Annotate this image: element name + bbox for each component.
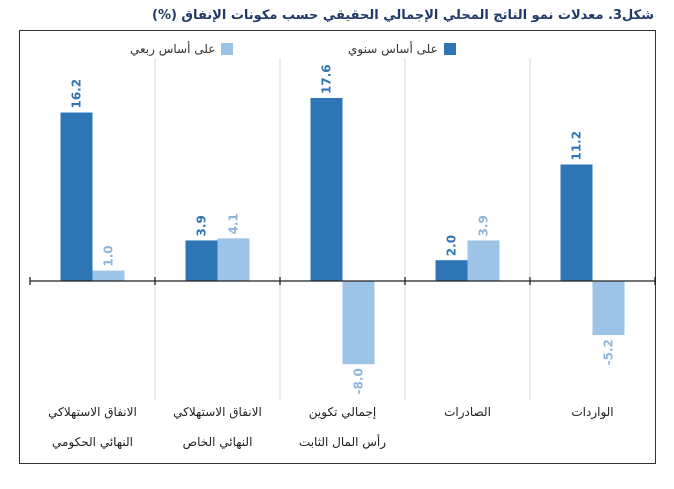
category-label-4-line-0: الانفاق الاستهلاكي	[48, 405, 137, 419]
category-label-0-line-0: الواردات	[571, 405, 613, 420]
value-label-series-1-3: 4.1	[227, 213, 241, 234]
bar-series-0-4	[60, 112, 93, 282]
category-label-1-line-0: الصادرات	[444, 405, 491, 420]
category-label-3-line-1: النهائي الخاص	[183, 435, 253, 450]
value-label-series-0-0: 11.2	[570, 131, 584, 161]
bar-series-0-3	[185, 240, 218, 281]
bar-series-0-2	[310, 97, 343, 282]
value-label-series-1-0: -5.2	[602, 339, 616, 365]
legend-swatch-series-0	[443, 43, 456, 55]
chart-legend: على أساس سنوي على أساس ربعي	[0, 40, 674, 58]
bar-series-1-0	[592, 281, 625, 336]
legend-item-series-1: على أساس ربعي	[130, 40, 234, 58]
category-label-3-line-0: الانفاق الاستهلاكي	[173, 405, 262, 419]
value-label-series-0-4: 16.2	[70, 79, 84, 109]
value-label-series-1-2: -8.0	[352, 368, 366, 394]
value-label-series-1-1: 3.9	[477, 215, 491, 236]
value-label-series-0-2: 17.6	[320, 64, 334, 94]
category-label-2-line-1: رأس المال الثابت	[299, 434, 386, 450]
legend-label-series-1: على أساس ربعي	[130, 42, 216, 56]
bar-series-0-0	[560, 164, 593, 281]
value-label-series-0-3: 3.9	[195, 215, 209, 236]
chart-title: شكل3. معدلات نمو الناتج المحلي الإجمالي …	[152, 8, 654, 23]
legend-swatch-series-1	[221, 43, 234, 55]
bar-series-1-1	[467, 240, 500, 281]
value-label-series-0-1: 2.0	[445, 235, 459, 256]
bar-series-1-4	[92, 270, 125, 281]
category-label-2-line-0: إجمالي تكوين	[309, 405, 376, 420]
bar-series-1-2	[342, 281, 375, 365]
chart-frame	[19, 30, 656, 464]
bar-series-0-1	[435, 260, 468, 281]
legend-item-series-0: على أساس سنوي	[348, 40, 456, 58]
category-label-4-line-1: النهائي الحكومي	[52, 435, 133, 450]
value-label-series-1-4: 1.0	[102, 245, 116, 266]
bar-series-1-3	[217, 238, 250, 281]
legend-label-series-0: على أساس سنوي	[348, 42, 438, 56]
